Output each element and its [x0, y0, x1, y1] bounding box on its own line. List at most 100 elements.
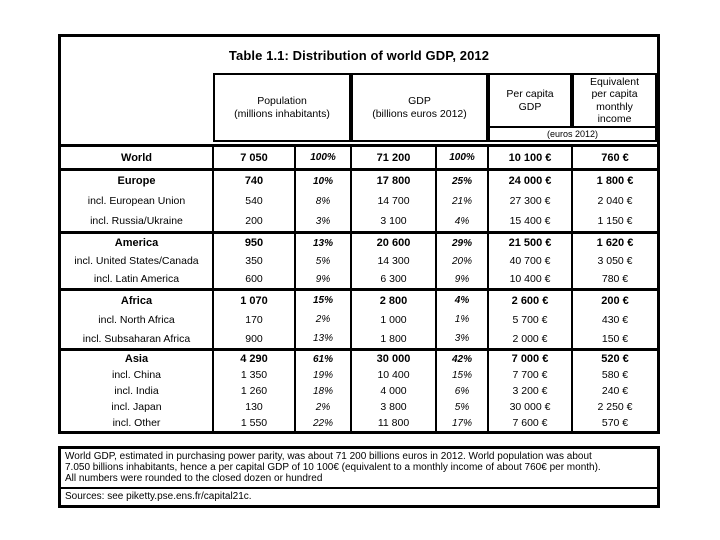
- population-value: 540: [213, 191, 296, 211]
- population-value: 600: [213, 270, 296, 290]
- gdp-share: 100%: [436, 144, 489, 170]
- population-share: 15%: [295, 288, 352, 310]
- population-share: 5%: [295, 252, 352, 270]
- per-capita-gdp-value: 10 400 €: [488, 270, 573, 290]
- per-capita-gdp-value: 15 400 €: [488, 211, 573, 233]
- gdp-share: 20%: [436, 252, 489, 270]
- population-value: 4 290: [213, 348, 296, 367]
- per-capita-gdp-value: 40 700 €: [488, 252, 573, 270]
- population-header-unit: (millions inhabitants): [234, 107, 330, 120]
- row-label: incl. Subsaharan Africa: [61, 329, 214, 350]
- population-header-label: Population: [257, 95, 307, 107]
- monthly-income-value: 150 €: [601, 332, 629, 345]
- monthly-income-value: 200 €: [572, 288, 657, 310]
- monthly-income-value: 1 800 €: [572, 168, 657, 191]
- table-row: incl. North Africa 170 2% 1 000 1% 5 700…: [61, 310, 657, 329]
- population-share: 2%: [295, 399, 352, 415]
- row-label: incl. North Africa: [61, 310, 214, 329]
- table-title: Table 1.1: Distribution of world GDP, 20…: [228, 47, 490, 63]
- gdp-header-unit: (billions euros 2012): [372, 107, 467, 120]
- footnote-box: World GDP, estimated in purchasing power…: [58, 446, 660, 508]
- gdp-value: 11 800: [351, 415, 437, 431]
- population-value: 130: [213, 399, 296, 415]
- monthly-income-value: 2 250 €: [597, 401, 633, 413]
- monthly-income-value: 580 €: [601, 369, 629, 381]
- monthly-income-value: 2 040 €: [597, 195, 633, 207]
- population-share: 100%: [295, 144, 352, 170]
- row-label: incl. Russia/Ukraine: [61, 211, 214, 233]
- monthly-income-value: 520 €: [572, 348, 657, 367]
- gdp-share: 42%: [436, 348, 489, 367]
- monthly-income-value: 1 620 €: [572, 231, 657, 252]
- gdp-value: 4 000: [351, 383, 437, 399]
- per-capita-gdp-value: 24 000 €: [488, 168, 573, 191]
- population-value: 7 050: [213, 144, 296, 170]
- gdp-value: 30 000: [351, 348, 437, 367]
- table-row: incl. Russia/Ukraine 200 3% 3 100 4% 15 …: [61, 211, 657, 233]
- table-row: Europe 740 10% 17 800 25% 24 000 € 1 800…: [61, 168, 657, 191]
- gdp-share: 6%: [436, 383, 489, 399]
- euros-unit-row: (euros 2012): [488, 126, 657, 142]
- population-share: 13%: [295, 329, 352, 350]
- monthly-income-value: 1 150 €: [597, 215, 633, 227]
- gdp-share: 3%: [436, 329, 489, 350]
- table-row: America 950 13% 20 600 29% 21 500 € 1 62…: [61, 231, 657, 252]
- gdp-value: 10 400: [351, 367, 437, 383]
- population-share: 8%: [295, 191, 352, 211]
- gdp-share: 4%: [436, 211, 489, 233]
- gdp-value: 71 200: [351, 144, 437, 170]
- gdp-value: 2 800: [351, 288, 437, 310]
- footnote-text: World GDP, estimated in purchasing power…: [61, 449, 657, 489]
- population-share: 22%: [295, 415, 352, 431]
- gdp-share: 25%: [436, 168, 489, 191]
- gdp-value: 17 800: [351, 168, 437, 191]
- table-row: incl. Japan 130 2% 3 800 5% 30 000 € 2 2…: [61, 399, 657, 415]
- table-row: incl. China 1 350 19% 10 400 15% 7 700 €…: [61, 367, 657, 383]
- per-capita-gdp-value: 5 700 €: [488, 310, 573, 329]
- gdp-value: 1 800: [351, 329, 437, 350]
- population-header-box: Population (millions inhabitants): [213, 73, 351, 142]
- monthly-income-value: 780 €: [601, 273, 629, 285]
- per-capita-gdp-value: 27 300 €: [488, 191, 573, 211]
- row-label: incl. Other: [61, 415, 214, 431]
- population-value: 350: [213, 252, 296, 270]
- gdp-share: 5%: [436, 399, 489, 415]
- population-value: 170: [213, 310, 296, 329]
- gdp-header-label: GDP: [408, 95, 431, 107]
- population-value: 200: [213, 211, 296, 233]
- population-share: 2%: [295, 310, 352, 329]
- row-label: Africa: [61, 288, 214, 310]
- per-capita-gdp-value: 7 600 €: [488, 415, 573, 431]
- gdp-share: 21%: [436, 191, 489, 211]
- row-label: World: [61, 144, 214, 170]
- table-row: incl. Other 1 550 22% 11 800 17% 7 600 €…: [61, 415, 657, 431]
- per-capita-gdp-value: 10 100 €: [488, 144, 573, 170]
- population-value: 1 550: [213, 415, 296, 431]
- population-share: 3%: [295, 211, 352, 233]
- table-row: Africa 1 070 15% 2 800 4% 2 600 € 200 €: [61, 288, 657, 310]
- gdp-distribution-table: Table 1.1: Distribution of world GDP, 20…: [58, 34, 660, 434]
- population-share: 10%: [295, 168, 352, 191]
- per-capita-gdp-value: 2 600 €: [488, 288, 573, 310]
- row-label: Europe: [61, 168, 214, 191]
- table-row: incl. United States/Canada 350 5% 14 300…: [61, 252, 657, 270]
- gdp-header-box: GDP (billions euros 2012): [351, 73, 488, 142]
- gdp-value: 3 100: [351, 211, 437, 233]
- per-capita-gdp-value: 21 500 €: [488, 231, 573, 252]
- footnote-line: 7.050 billions inhabitants, hence a per …: [65, 462, 601, 473]
- row-label: incl. European Union: [61, 191, 214, 211]
- gdp-share: 17%: [436, 415, 489, 431]
- gdp-share: 15%: [436, 367, 489, 383]
- table-row: incl. India 1 260 18% 4 000 6% 3 200 € 2…: [61, 383, 657, 399]
- table-row: incl. Subsaharan Africa 900 13% 1 800 3%…: [61, 329, 657, 350]
- monthly-income-value: 570 €: [601, 417, 629, 429]
- per-capita-gdp-value: 2 000 €: [488, 329, 573, 350]
- gdp-value: 14 700: [351, 191, 437, 211]
- sources-text: Sources: see piketty.pse.ens.fr/capital2…: [65, 491, 252, 502]
- footnote-line: All numbers were rounded to the closed d…: [65, 473, 323, 484]
- monthly-income-value: 3 050 €: [597, 255, 633, 267]
- per-capita-gdp-value: 3 200 €: [488, 383, 573, 399]
- footnote-line: World GDP, estimated in purchasing power…: [65, 451, 592, 462]
- per-capita-gdp-value: 7 700 €: [488, 367, 573, 383]
- population-share: 9%: [295, 270, 352, 290]
